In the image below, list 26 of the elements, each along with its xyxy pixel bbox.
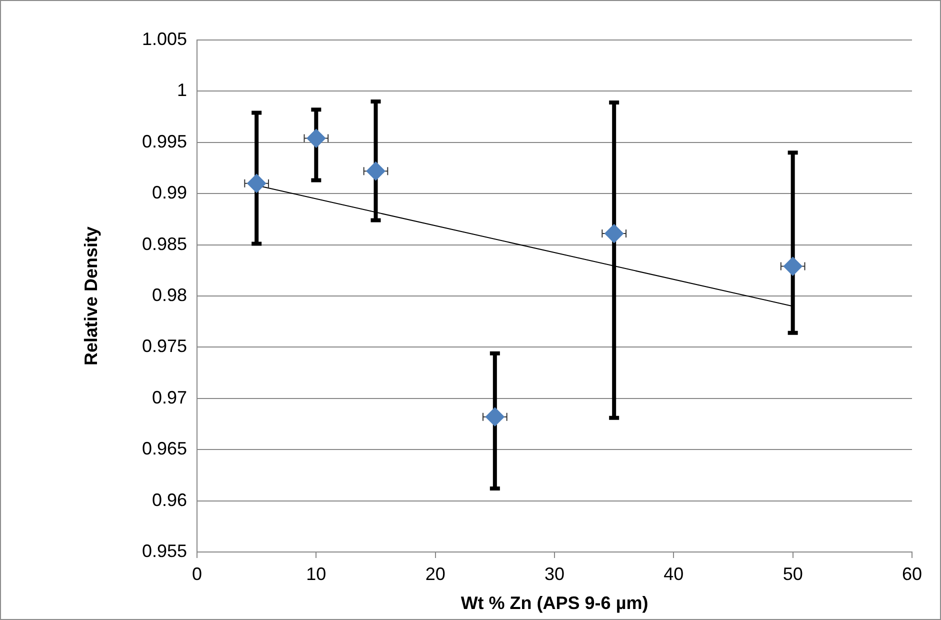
y-tick-label: 0.975	[142, 336, 187, 356]
point	[485, 407, 504, 426]
y-tick-label: 0.97	[152, 387, 187, 408]
y-tick-label: 0.955	[142, 540, 187, 561]
y-tick-label: 0.99	[152, 182, 187, 203]
x-tick-label: 20	[425, 564, 446, 584]
y-axis-title: Relative Density	[80, 226, 101, 366]
y-tick-label: 1	[176, 80, 187, 100]
point	[247, 174, 266, 193]
x-axis-title: Wt % Zn (APS 9-6 µm)	[460, 593, 648, 614]
y-tick-label: 0.995	[142, 131, 187, 152]
y-tick-label: 0.985	[142, 234, 187, 254]
x-tick-label: 30	[544, 564, 565, 584]
x-tick-label: 50	[782, 564, 803, 584]
x-tick-label: 60	[902, 564, 922, 584]
x-tick-label: 10	[306, 564, 326, 584]
x-tick-label: 40	[664, 564, 684, 584]
point	[306, 128, 326, 148]
point	[604, 224, 624, 244]
point	[783, 256, 802, 276]
y-tick-label: 0.96	[152, 490, 187, 510]
x-tick-label: 0	[192, 564, 202, 584]
point	[366, 162, 386, 181]
y-tick-label: 0.98	[152, 284, 187, 305]
y-tick-label: 0.965	[142, 438, 187, 459]
y-tick-label: 1.005	[142, 28, 187, 49]
